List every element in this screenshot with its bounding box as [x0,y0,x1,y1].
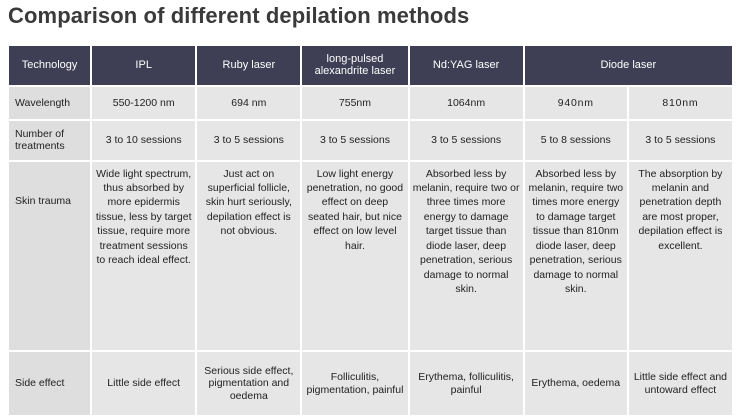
treatments-row: Number of treatments 3 to 10 sessions 3 … [9,120,732,160]
side-effect-diode-810: Little side effect and untoward effect [628,352,732,415]
wavelength-diode-810: 810nm [628,86,732,119]
skin-trauma-ndyag: Absorbed less by melanin, require two or… [409,161,523,351]
wavelength-row: Wavelength 550-1200 nm 694 nm 755nm 1064… [9,86,732,119]
row-label-skin-trauma: Skin trauma [9,161,91,351]
treatments-ipl: 3 to 10 sessions [92,120,196,160]
skin-trauma-diode-810: The absorption by melanin and penetratio… [628,161,732,351]
skin-trauma-diode-940: Absorbed less by melanin, require two ti… [524,161,627,351]
treatments-ndyag: 3 to 5 sessions [409,120,523,160]
side-effect-row: Side effect Little side effect Serious s… [9,352,732,415]
side-effect-ndyag: Erythema, folliculitis, painful [409,352,523,415]
header-alexandrite-laser: long-pulsed alexandrite laser [302,46,408,85]
treatments-alexandrite: 3 to 5 sessions [302,120,408,160]
side-effect-alexandrite: Folliculitis, pigmentation, painful [302,352,408,415]
wavelength-ndyag: 1064nm [409,86,523,119]
wavelength-ruby: 694 nm [197,86,301,119]
side-effect-diode-940: Erythema, oedema [524,352,627,415]
header-ruby-laser: Ruby laser [197,46,301,85]
skin-trauma-row: Skin trauma Wide light spectrum, thus ab… [9,161,732,351]
row-label-side-effect: Side effect [9,352,91,415]
row-label-treatments: Number of treatments [9,120,91,160]
page-title: Comparison of different depilation metho… [8,3,470,28]
wavelength-diode-940: 940nm [524,86,627,119]
treatments-diode-810: 3 to 5 sessions [628,120,732,160]
wavelength-alexandrite: 755nm [302,86,408,119]
header-ndyag-laser: Nd:YAG laser [409,46,523,85]
treatments-ruby: 3 to 5 sessions [197,120,301,160]
header-technology: Technology [9,46,91,85]
header-ipl: IPL [92,46,196,85]
row-label-wavelength: Wavelength [9,86,91,119]
side-effect-ruby: Serious side effect, pigmentation and oe… [197,352,301,415]
side-effect-ipl: Little side effect [92,352,196,415]
skin-trauma-ipl: Wide light spectrum, thus absorbed by mo… [92,161,196,351]
header-row: Technology IPL Ruby laser long-pulsed al… [9,46,732,85]
header-diode-laser: Diode laser [524,46,732,85]
wavelength-ipl: 550-1200 nm [92,86,196,119]
skin-trauma-ruby: Just act on superficial follicle, skin h… [197,161,301,351]
treatments-diode-940: 5 to 8 sessions [524,120,627,160]
comparison-table: Technology IPL Ruby laser long-pulsed al… [7,44,734,417]
skin-trauma-alexandrite: Low light energy penetration, no good ef… [302,161,408,351]
